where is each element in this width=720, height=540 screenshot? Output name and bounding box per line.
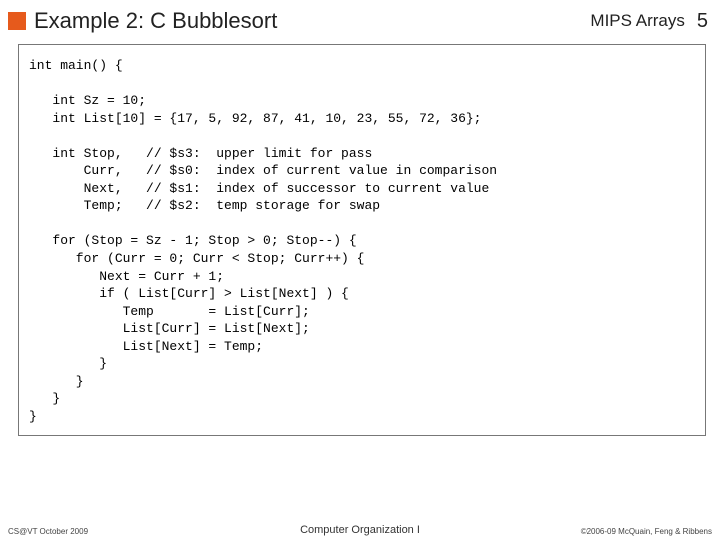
title-bullet-icon	[8, 12, 26, 30]
header-right-label: MIPS Arrays	[590, 11, 684, 31]
footer-left: CS@VT October 2009	[8, 527, 178, 536]
footer-center: Computer Organization I	[178, 524, 542, 536]
header: Example 2: C Bubblesort MIPS Arrays 5	[0, 0, 720, 40]
footer: CS@VT October 2009 Computer Organization…	[0, 524, 720, 536]
slide: Example 2: C Bubblesort MIPS Arrays 5 in…	[0, 0, 720, 540]
page-number: 5	[697, 10, 708, 33]
code-block: int main() { int Sz = 10; int List[10] =…	[18, 44, 706, 436]
footer-right: ©2006-09 McQuain, Feng & Ribbens	[542, 527, 712, 536]
slide-title: Example 2: C Bubblesort	[34, 8, 590, 34]
